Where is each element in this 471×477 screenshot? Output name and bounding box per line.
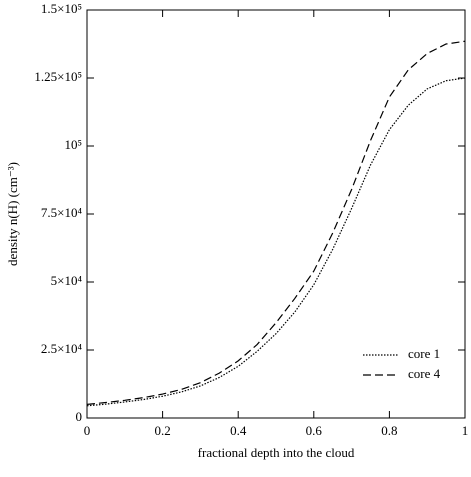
x-tick-label: 0.8 [381, 423, 397, 438]
y-tick-label: 1.5×10⁵ [41, 1, 82, 16]
y-axis-label: density n(H) (cm⁻³) [5, 162, 20, 266]
x-axis-label: fractional depth into the cloud [198, 445, 355, 460]
legend-label: core 4 [408, 366, 441, 381]
x-tick-label: 1 [462, 423, 469, 438]
y-tick-label: 0 [76, 409, 83, 424]
legend-label: core 1 [408, 346, 440, 361]
y-tick-label: 7.5×10⁴ [41, 205, 83, 220]
y-tick-label: 5×10⁴ [51, 273, 83, 288]
x-tick-label: 0.2 [154, 423, 170, 438]
y-tick-label: 1.25×10⁵ [34, 69, 82, 84]
y-tick-label: 2.5×10⁴ [41, 341, 83, 356]
x-tick-label: 0 [84, 423, 91, 438]
x-tick-label: 0.6 [306, 423, 323, 438]
line-series [86, 40, 466, 405]
y-tick-label: 10⁵ [64, 137, 82, 152]
x-tick-label: 0.4 [230, 423, 247, 438]
line-series [86, 77, 466, 407]
